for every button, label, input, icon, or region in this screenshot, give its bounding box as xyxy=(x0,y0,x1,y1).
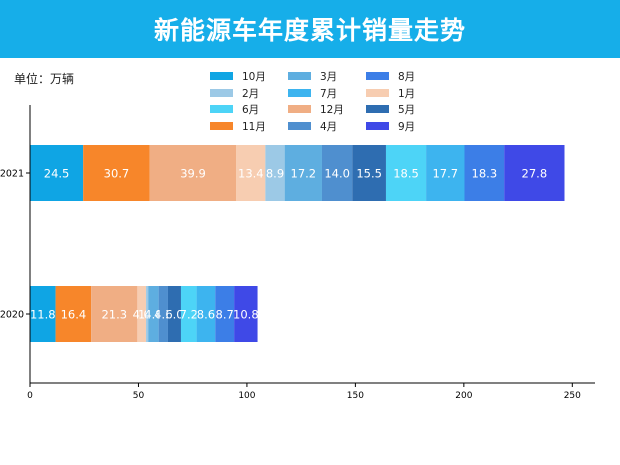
bar-2020-2 xyxy=(91,286,138,342)
bar-2021-9 xyxy=(426,145,465,201)
bars-layer: 24.5 30.7 39.9 13.4 8.9 17.2 14.0 15.5 18.5 17.7 1… xyxy=(30,145,565,342)
x-tick-label-250: 250 xyxy=(564,391,581,401)
bar-label-2021-3: 13.4 xyxy=(238,167,264,181)
legend-swatch-2月 xyxy=(210,89,233,97)
bar-label-2021-10: 18.3 xyxy=(472,167,498,181)
bar-2020-10 xyxy=(215,286,235,342)
legend-label-4月: 4月 xyxy=(320,121,337,133)
x-tick-label-200: 200 xyxy=(455,391,472,401)
bar-label-2020-5: 4.8 xyxy=(144,308,162,322)
bar-label-2021-9: 17.7 xyxy=(432,167,458,181)
bar-2021-6 xyxy=(321,145,353,201)
legend: 10月 2月 6月 11月 3月 7月 12月 4月 8月 1月 5月 9月 xyxy=(210,71,415,133)
bar-2020-11 xyxy=(234,286,258,342)
legend-swatch-7月 xyxy=(288,89,311,97)
legend-label-12月: 12月 xyxy=(320,104,344,116)
legend-swatch-11月 xyxy=(210,122,233,130)
bar-label-2020-10: 8.7 xyxy=(216,308,234,322)
y-tick-label-2021: 2021 xyxy=(0,169,24,180)
legend-label-10月: 10月 xyxy=(242,71,266,83)
bar-label-2021-2: 39.9 xyxy=(180,167,206,181)
bar-label-2020-0: 11.8 xyxy=(30,308,56,322)
legend-swatch-12月 xyxy=(288,105,311,113)
bar-label-2021-11: 27.8 xyxy=(522,167,548,181)
bar-label-2021-5: 17.2 xyxy=(291,167,317,181)
bar-2021-7 xyxy=(352,145,386,201)
bar-label-2020-7: 6.0 xyxy=(165,308,183,322)
bar-2020-4 xyxy=(146,286,149,342)
bar-2020-1 xyxy=(55,286,92,342)
legend-label-9月: 9月 xyxy=(398,121,415,133)
legend-swatch-6月 xyxy=(210,105,233,113)
y-tick-label-2020: 2020 xyxy=(0,310,24,321)
legend-label-1月: 1月 xyxy=(398,88,415,100)
bar-label-2020-8: 7.2 xyxy=(180,308,198,322)
bar-label-2021-4: 8.9 xyxy=(266,167,284,181)
legend-label-2月: 2月 xyxy=(242,88,259,100)
bar-label-2020-1: 16.4 xyxy=(61,308,87,322)
legend-label-6月: 6月 xyxy=(242,104,259,116)
bar-label-2021-7: 15.5 xyxy=(356,167,382,181)
legend-swatch-8月 xyxy=(366,72,389,80)
x-tick-label-150: 150 xyxy=(347,391,364,401)
legend-swatch-5月 xyxy=(366,105,389,113)
bar-2020-0 xyxy=(30,286,56,342)
bar-2020-3 xyxy=(137,286,147,342)
bar-2020-9 xyxy=(196,286,216,342)
bar-2021-10 xyxy=(464,145,505,201)
bar-2020-7 xyxy=(167,286,181,342)
bar-2020-8 xyxy=(180,286,197,342)
legend-label-11月: 11月 xyxy=(242,121,266,133)
bar-2021-1 xyxy=(83,145,150,201)
x-tick-label-0: 0 xyxy=(27,391,33,401)
bar-2021-2 xyxy=(149,145,237,201)
axes-layer: 2021 2020 0 50 100 150 200 250 xyxy=(0,105,595,401)
bar-label-2020-11: 10.8 xyxy=(233,308,259,322)
unit-label: 单位：万辆 xyxy=(14,72,75,86)
legend-swatch-3月 xyxy=(288,72,311,80)
bar-2021-0 xyxy=(30,145,84,201)
legend-label-3月: 3月 xyxy=(320,71,337,83)
bar-2020-5 xyxy=(148,286,159,342)
bar-label-2021-0: 24.5 xyxy=(44,167,70,181)
bar-label-2021-1: 30.7 xyxy=(104,167,130,181)
bar-label-2021-8: 18.5 xyxy=(393,167,419,181)
bar-2020-6 xyxy=(158,286,168,342)
legend-label-5月: 5月 xyxy=(398,104,415,116)
legend-label-7月: 7月 xyxy=(320,88,337,100)
bar-2021-4 xyxy=(265,145,285,201)
bar-label-2020-2: 21.3 xyxy=(101,308,127,322)
legend-label-8月: 8月 xyxy=(398,71,415,83)
bar-2021-3 xyxy=(236,145,266,201)
title-bar: 新能源车年度累计销量走势 xyxy=(0,0,620,58)
chart-title: 新能源车年度累计销量走势 xyxy=(153,16,466,45)
bar-2021-8 xyxy=(385,145,427,201)
x-tick-label-50: 50 xyxy=(133,391,145,401)
legend-swatch-4月 xyxy=(288,122,311,130)
bar-2021-11 xyxy=(504,145,565,201)
legend-swatch-1月 xyxy=(366,89,389,97)
bar-2021-5 xyxy=(284,145,322,201)
x-tick-label-100: 100 xyxy=(238,391,255,401)
bar-label-2020-6: 4.3 xyxy=(154,308,172,322)
bar-label-2020-9: 8.6 xyxy=(197,308,215,322)
bar-label-2021-6: 14.0 xyxy=(324,167,350,181)
legend-swatch-10月 xyxy=(210,72,233,80)
legend-swatch-9月 xyxy=(366,122,389,130)
